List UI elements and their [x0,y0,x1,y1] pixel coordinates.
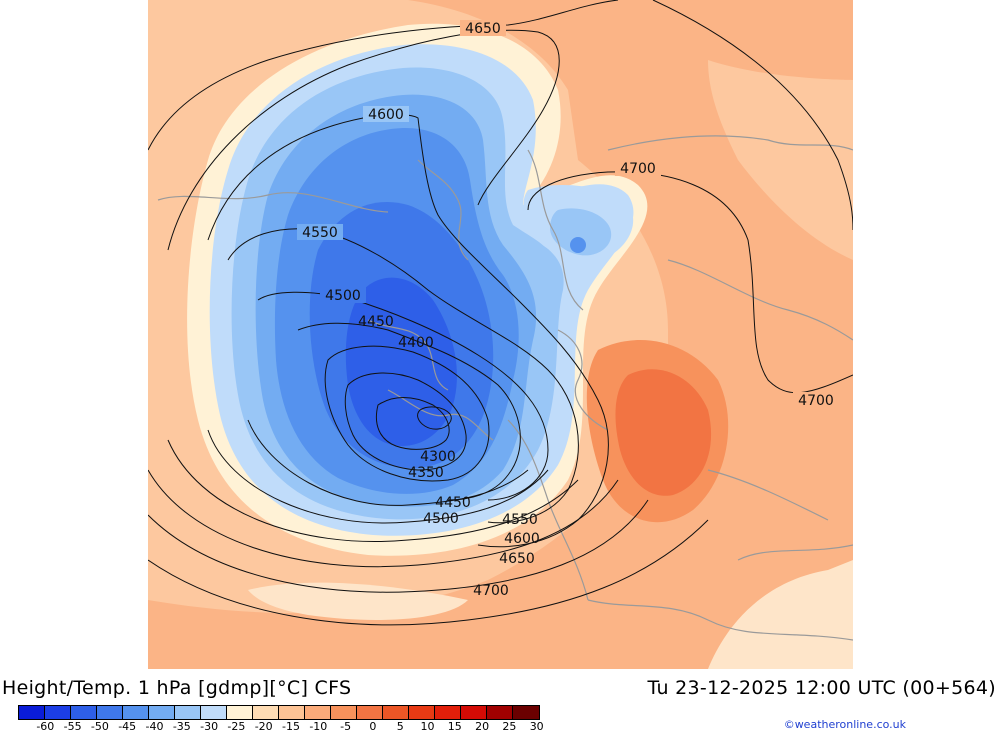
contour-4600 [207,114,609,548]
cold-spot [570,237,586,253]
legend-swatch [331,706,357,719]
cold-ring-7 [345,277,457,446]
legend-tick-label: -20 [254,720,273,733]
legend-swatch [357,706,383,719]
contour-label: 4350 [408,465,444,481]
contour-label: 4600 [504,531,540,547]
legend-swatch [253,706,279,719]
contour-label: 4500 [325,288,361,304]
map-title: Height/Temp. 1 hPa [gdmp][°C] CFS [2,677,352,699]
contour-4550-s [167,439,579,543]
label-backdrop [363,106,409,122]
contour-label: 4600 [368,107,404,123]
contour-label: 4550 [502,512,538,528]
contour-label: 4650 [499,551,535,567]
legend-swatch [175,706,201,719]
label-backdrop [320,287,366,303]
legend-tick-label: -60 [36,720,55,733]
legend-tick-label: -50 [90,720,109,733]
legend-tick-label: 15 [447,720,462,733]
legend-tick-label: 25 [502,720,517,733]
contour-4450 [297,322,521,501]
contour-label: 4550 [302,225,338,241]
contour-4650-s [148,499,649,593]
legend-tick-label: 20 [475,720,490,733]
legend-tick-label: 5 [396,720,404,733]
legend-swatch [383,706,409,719]
legend-swatch [409,706,435,719]
legend-swatch [19,706,45,719]
map-panel: 4650 4600 4700 4550 4500 4450 4400 4300 … [148,0,853,669]
contour-label: 4450 [435,495,471,511]
valid-time: Tu 23-12-2025 12:00 UTC (00+564) [647,677,996,699]
contour-label: 4650 [465,21,501,37]
warm-core [615,369,712,496]
contour-label: 4700 [620,161,656,177]
cold-pocket-ne-2 [550,208,612,256]
height-temp-map: 4650 4600 4700 4550 4500 4450 4400 4300 … [148,0,853,669]
legend-swatch [435,706,461,719]
legend-tick-label: -30 [200,720,219,733]
contour-4700-ne [527,171,853,394]
contour-4700-ne2 [652,0,853,231]
contour-label: 4500 [423,511,459,527]
contour-4700-s [148,519,709,626]
contour-4350 [344,372,467,471]
legend-swatch [149,706,175,719]
legend-swatch [71,706,97,719]
legend-tick-label: -10 [309,720,328,733]
contour-4500-s [207,429,549,524]
legend-swatch [97,706,123,719]
peach-zone-se [708,560,853,669]
legend-swatch [305,706,331,719]
legend-swatch [45,706,71,719]
contour-4600-s [148,469,619,568]
contour-4400 [324,345,490,482]
color-legend [18,705,540,720]
contour-label: 4450 [358,314,394,330]
contour-labels: 4650 4600 4700 4550 4500 4450 4400 4300 … [297,20,839,599]
legend-tick-label: 0 [369,720,377,733]
legend-tick-label: -45 [118,720,137,733]
legend-tick-label: -25 [227,720,246,733]
legend-tick-label: -40 [145,720,164,733]
legend-swatch [487,706,513,719]
legend-tick-label: -5 [340,720,352,733]
contour-4250 [417,406,452,430]
contour-4700-outer [148,0,619,151]
legend-tick-label: 30 [529,720,544,733]
contour-label: 4300 [420,449,456,465]
contour-label: 4400 [398,335,434,351]
legend-swatch [123,706,149,719]
contour-label: 4700 [798,393,834,409]
coastlines [157,135,853,641]
label-backdrop [793,392,839,408]
contour-label: 4700 [473,583,509,599]
label-backdrop [460,20,506,36]
legend-tick-label: -55 [63,720,82,733]
contour-4300 [375,397,450,450]
label-backdrop [615,160,661,176]
legend-tick-label: -15 [282,720,300,733]
legend-tick-label: 10 [420,720,435,733]
contour-4450-s [247,419,529,506]
label-backdrop [297,224,343,240]
legend-ticks: -60 -55 -50 -45 -40 -35 -30 -25 -20 -15 -10 -5 0 5 10 1… [18,721,578,733]
legend-tick-label: -35 [172,720,191,733]
legend-swatch [227,706,253,719]
peach-zone-east [708,60,853,260]
legend-swatch [513,706,539,719]
legend-swatch [279,706,305,719]
legend-swatch [461,706,487,719]
legend-swatch [201,706,227,719]
credit-link[interactable]: ©weatheronline.co.uk [783,718,906,731]
